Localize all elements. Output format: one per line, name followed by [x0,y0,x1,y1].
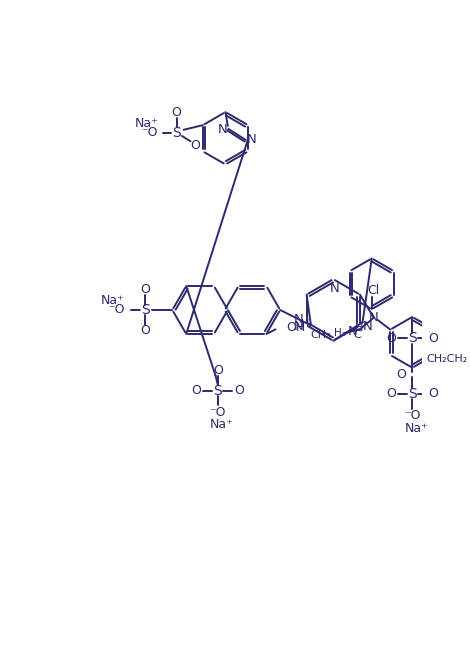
Text: H: H [301,319,309,329]
Text: O: O [141,282,150,296]
Text: O: O [428,332,438,345]
Text: Cl: Cl [367,285,379,297]
Text: CH₂CH₂: CH₂CH₂ [426,354,468,364]
Text: O: O [172,107,181,119]
Text: S: S [172,126,181,140]
Text: S: S [141,303,150,317]
Text: S: S [213,384,222,398]
Text: H: H [354,323,363,333]
Text: O: O [213,364,223,376]
Text: O: O [190,139,200,152]
Text: O: O [428,387,438,401]
Text: O: O [235,384,244,397]
Text: Na⁺: Na⁺ [101,295,125,307]
Text: O: O [387,387,397,401]
Text: N: N [294,313,304,325]
Text: Na⁺: Na⁺ [210,418,234,431]
Text: Na⁺: Na⁺ [134,117,158,130]
Text: ⁻O: ⁻O [404,409,421,422]
Text: N: N [218,123,227,136]
Text: N: N [247,133,257,146]
Text: N: N [363,321,373,333]
Text: Na⁺: Na⁺ [405,422,429,435]
Text: O: O [397,368,407,381]
Text: O: O [387,332,397,345]
Text: H₂: H₂ [334,328,346,338]
Text: O: O [191,384,201,397]
Text: S: S [408,331,417,346]
Text: N: N [348,325,357,338]
Text: S: S [408,387,417,401]
Text: N: N [369,311,379,324]
Text: N: N [330,282,340,295]
Text: N: N [294,321,304,333]
Text: CH₃: CH₃ [310,330,331,340]
Text: ⁻O: ⁻O [141,126,157,140]
Text: ⁻O: ⁻O [210,406,226,419]
Text: OH: OH [286,321,306,334]
Text: ⁻O: ⁻O [108,303,125,317]
Text: C: C [354,329,361,340]
Text: O: O [141,324,150,338]
